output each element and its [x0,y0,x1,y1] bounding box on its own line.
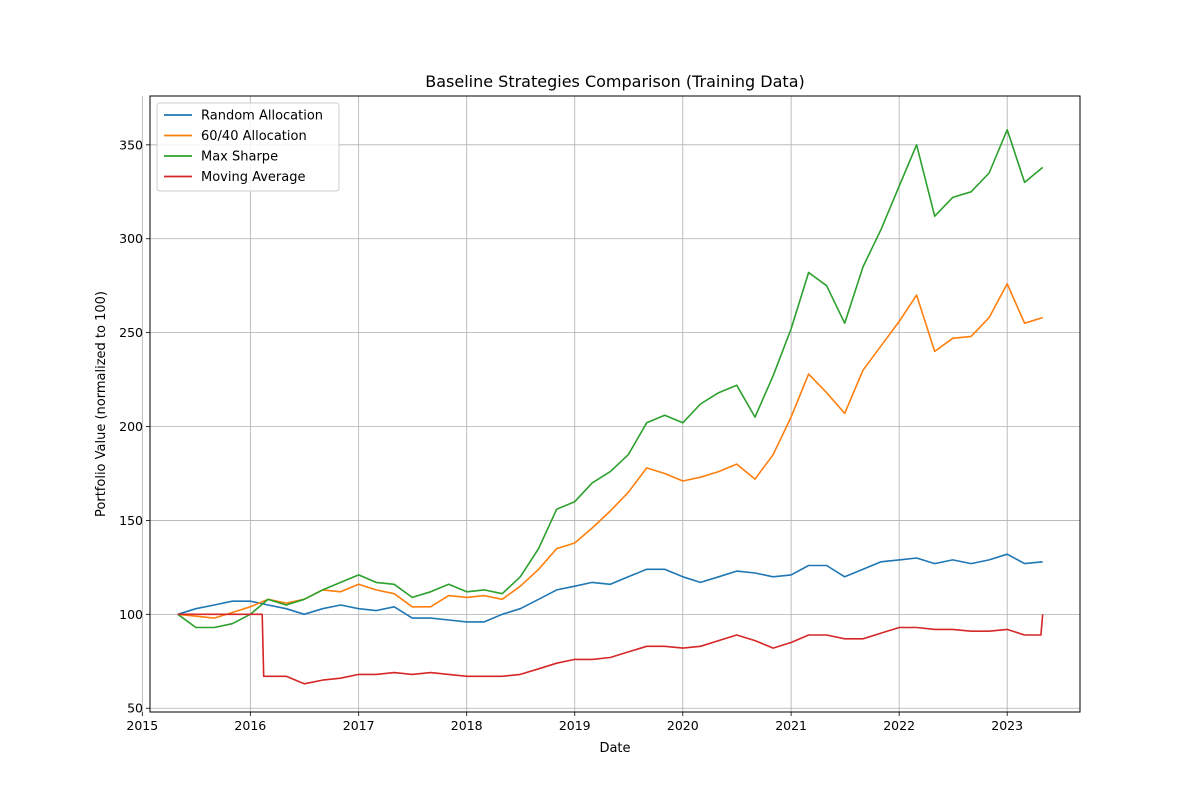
series-lines [177,129,1044,685]
y-tick-label: 200 [119,419,143,434]
axis-ticks: 2015 2016 2017 2018 2019 2020 2021 2022 2023 50 10… [119,137,1023,733]
legend-label: Max Sharpe [201,150,278,165]
y-axis-title: Portfolio Value (normalized to 100) [94,291,109,517]
x-tick-label: 2021 [775,718,807,733]
y-tick-label: 350 [119,137,143,152]
series-line-0 [177,553,1043,623]
legend-label: Moving Average [201,170,305,185]
legend: Random Allocation 60/40 Allocation Max Sha… [156,102,340,192]
legend-box [156,102,340,192]
x-axis-title: Date [599,741,630,756]
y-tick-label: 250 [119,325,143,340]
x-tick-label: 2018 [451,718,483,733]
y-tick-label: 150 [119,513,143,528]
x-tick-label: 2015 [126,718,158,733]
legend-label: 60/40 Allocation [201,129,307,144]
grid-lines [141,96,1080,712]
x-tick-label: 2022 [883,718,915,733]
x-tick-label: 2020 [667,718,699,733]
series-line-3 [177,613,1044,685]
y-tick-label: 300 [119,231,143,246]
x-tick-label: 2016 [234,718,266,733]
y-tick-label: 50 [127,701,143,716]
x-tick-label: 2017 [343,718,375,733]
y-tick-label: 100 [119,607,143,622]
plot-frame [149,95,1081,713]
series-line-2 [177,129,1044,629]
x-tick-label: 2023 [991,718,1023,733]
legend-label: Random Allocation [201,109,323,124]
x-tick-label: 2019 [559,718,591,733]
chart-title: Baseline Strategies Comparison (Training… [425,72,805,91]
